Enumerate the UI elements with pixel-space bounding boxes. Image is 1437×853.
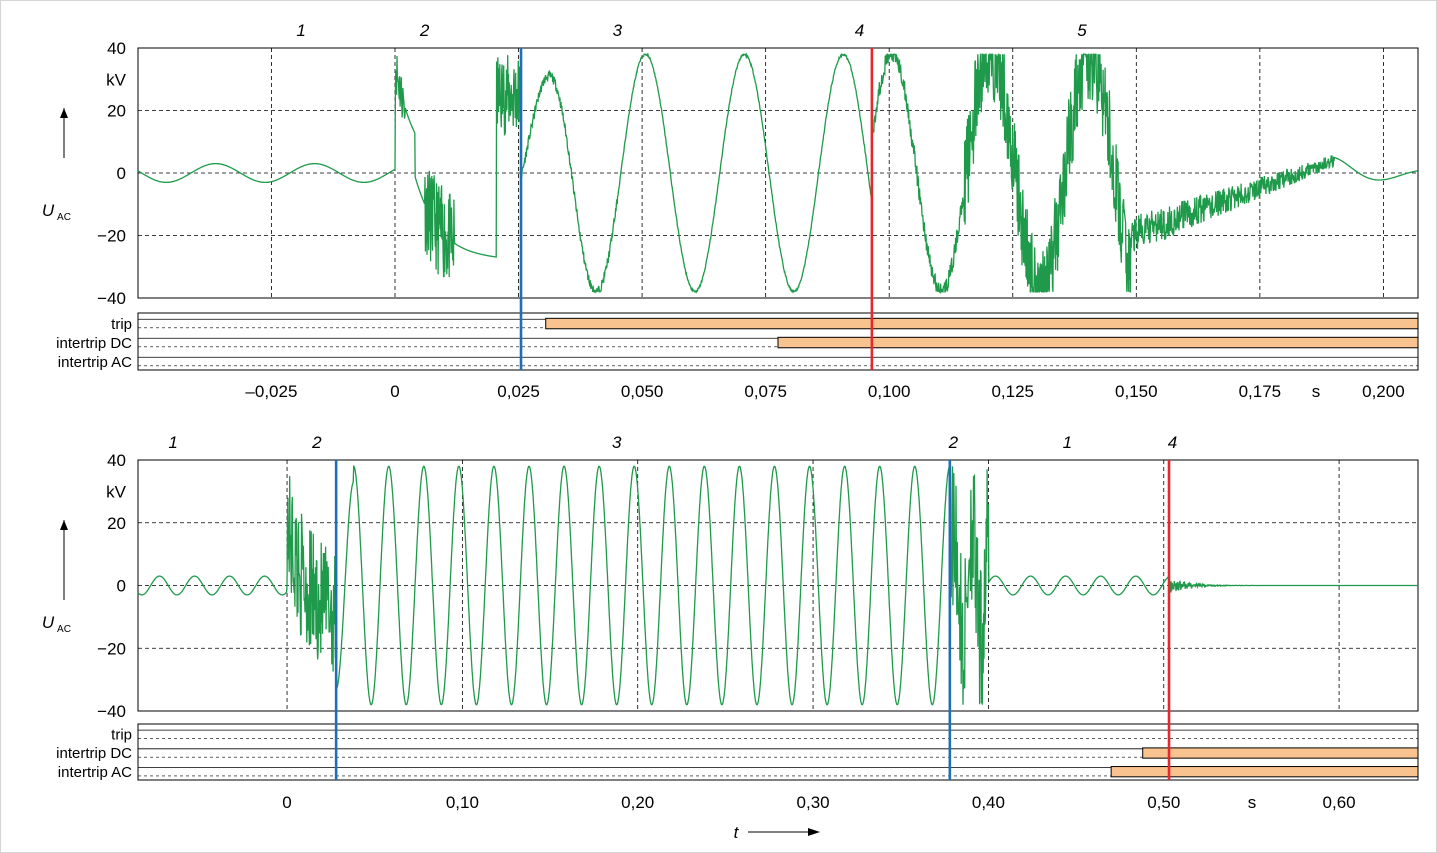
- y-axis-label-subscript: AC: [57, 624, 71, 635]
- x-tick-label: 0,50: [1147, 793, 1180, 812]
- signal-bar-trip: [545, 317, 1419, 330]
- phase-label: 4: [855, 21, 864, 40]
- x-unit-label: s: [1248, 793, 1257, 812]
- phase-label: 3: [613, 21, 623, 40]
- signal-label-intertrip-ac: intertrip AC: [58, 764, 132, 781]
- signal-label-intertrip-dc: intertrip DC: [56, 335, 132, 352]
- y-tick-label: 0: [117, 577, 126, 596]
- x-tick-label: 0,050: [621, 382, 664, 401]
- y-axis-arrow-head: [60, 520, 68, 530]
- chart-panel-2: 40 20 0 −20 −40 kV 0 0,10 0,20 0,30 0,40 0,50 0,60 s U…: [42, 433, 1419, 812]
- phase-label: 2: [311, 433, 322, 452]
- voltage-trace: [137, 52, 1418, 295]
- phase-label: 2: [419, 21, 430, 40]
- phase-label: 1: [296, 21, 305, 40]
- x-axis-arrow-head: [808, 828, 820, 836]
- x-tick-label: –0,025: [245, 382, 297, 401]
- signal-label-intertrip-ac: intertrip AC: [58, 354, 132, 371]
- y-tick-label: 20: [107, 102, 126, 121]
- signal-bar-intertrip-dc: [1142, 747, 1419, 759]
- y-axis-label: U: [42, 201, 55, 220]
- phase-label: 1: [168, 433, 177, 452]
- y-tick-label: 20: [107, 514, 126, 533]
- y-tick-label: −20: [97, 639, 126, 658]
- y-unit-label: kV: [106, 482, 127, 501]
- x-tick-label: 0,30: [797, 793, 830, 812]
- x-tick-label: 0,025: [497, 382, 540, 401]
- y-tick-label: −40: [97, 289, 126, 308]
- phase-label: 2: [948, 433, 959, 452]
- signal-bar-intertrip-ac: [1110, 766, 1419, 778]
- x-tick-label: 0,175: [1239, 382, 1282, 401]
- x-tick-label: 0: [282, 793, 291, 812]
- signal-label-trip: trip: [111, 316, 132, 333]
- signal-bar-intertrip-dc: [777, 336, 1419, 349]
- y-tick-label: 40: [107, 39, 126, 58]
- phase-label: 5: [1077, 21, 1087, 40]
- chart-panel-1: 40 20 0 −20 −40 kV –0,025 0 0,025 0,050 0,075 0,100…: [42, 21, 1419, 401]
- y-axis-label-subscript: AC: [57, 212, 71, 223]
- x-tick-label: 0,150: [1115, 382, 1158, 401]
- x-tick-label: 0,075: [744, 382, 787, 401]
- x-tick-label: 0,20: [621, 793, 654, 812]
- x-tick-label: 0,200: [1362, 382, 1405, 401]
- signal-label-intertrip-dc: intertrip DC: [56, 745, 132, 762]
- time-axis-label: t: [734, 823, 820, 842]
- y-axis-label: U: [42, 613, 55, 632]
- x-axis-label: t: [734, 823, 740, 842]
- x-tick-label: 0,10: [446, 793, 479, 812]
- x-tick-label: 0,125: [991, 382, 1034, 401]
- phase-label: 3: [612, 433, 622, 452]
- voltage-trace: [137, 465, 1418, 706]
- x-unit-label: s: [1312, 382, 1321, 401]
- x-tick-label: 0,100: [868, 382, 911, 401]
- x-tick-label: 0: [390, 382, 399, 401]
- y-tick-label: −40: [97, 702, 126, 721]
- y-axis-arrow-head: [60, 108, 68, 118]
- y-tick-label: −20: [97, 227, 126, 246]
- phase-label: 1: [1063, 433, 1072, 452]
- y-tick-label: 40: [107, 451, 126, 470]
- signal-label-trip: trip: [111, 727, 132, 744]
- y-unit-label: kV: [106, 70, 127, 89]
- x-tick-label: 0,60: [1323, 793, 1356, 812]
- x-tick-label: 0,40: [972, 793, 1005, 812]
- y-tick-label: 0: [117, 164, 126, 183]
- phase-label: 4: [1168, 433, 1177, 452]
